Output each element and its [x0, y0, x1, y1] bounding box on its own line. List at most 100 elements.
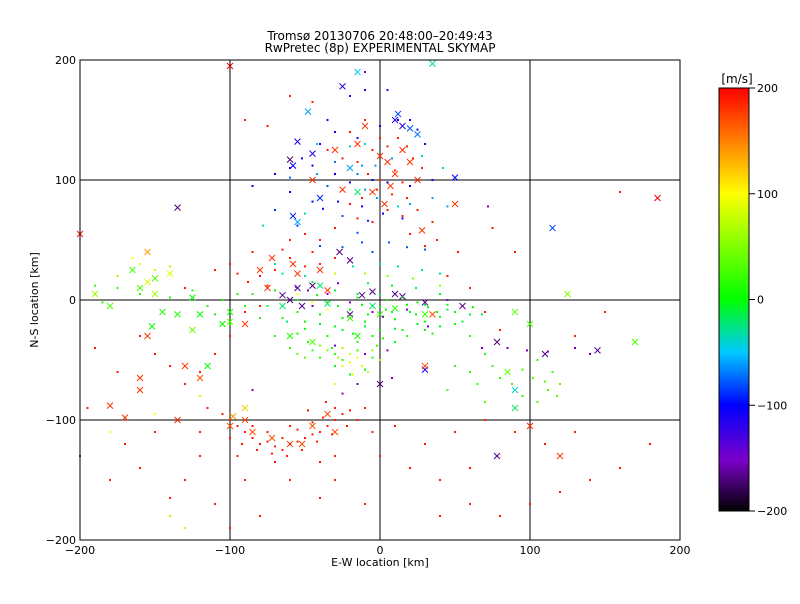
data-point-dot [469, 371, 471, 373]
data-point-dot [529, 503, 531, 505]
data-point-dot [416, 209, 419, 211]
data-point-dot [94, 347, 96, 349]
data-point-dot [281, 272, 284, 275]
data-point-dot [349, 409, 351, 412]
data-point-dot [341, 365, 344, 367]
data-point-dot [469, 287, 471, 289]
data-point-x [241, 404, 249, 412]
data-point-x [421, 311, 429, 318]
data-point-dot [266, 305, 269, 307]
data-point-dot [367, 282, 369, 285]
data-point-x [166, 270, 174, 277]
x-axis: −200 −100 0 100 200 [65, 60, 691, 557]
data-point-dot [526, 349, 528, 352]
data-point-x [174, 204, 181, 211]
data-point-dot [289, 257, 291, 259]
data-point-dot [439, 272, 441, 275]
data-point-dot [289, 239, 291, 241]
data-point-dot [406, 145, 408, 148]
data-point-dot [334, 173, 336, 175]
data-point-x [174, 416, 181, 424]
data-point-dot [386, 89, 389, 91]
data-point-x [387, 182, 394, 190]
data-point-dot [379, 125, 381, 127]
data-point-x [391, 170, 399, 178]
data-point-dot [139, 467, 141, 469]
data-point-x [106, 302, 114, 310]
data-point-dot [311, 349, 314, 352]
data-point-dot [334, 407, 336, 409]
data-point-dot [334, 161, 336, 163]
data-point-x [226, 318, 234, 325]
data-point-dot [397, 265, 399, 268]
data-point-x [511, 404, 519, 412]
data-point-dot [379, 263, 381, 265]
data-point-dot [446, 299, 449, 301]
data-point-dot [536, 401, 539, 403]
data-point-dot [304, 437, 306, 439]
data-point-dot [361, 241, 363, 244]
data-point-x [369, 188, 376, 196]
data-point-dot [304, 265, 306, 268]
data-point-dot [356, 217, 359, 220]
colorbar-tick-label: 0 [757, 294, 764, 307]
colorbar-ticks: 200 100 0 −100 −200 [749, 82, 787, 518]
data-point-dot [454, 323, 456, 325]
data-point-x [136, 374, 144, 382]
data-point-dot [341, 329, 344, 331]
chart-title: Tromsø 20130706 20:48:00–20:49:43 [266, 29, 492, 43]
data-point-dot [436, 311, 438, 313]
data-point-dot [334, 325, 336, 328]
data-point-dot [154, 353, 156, 355]
data-point-x [279, 302, 286, 310]
data-point-dot [547, 350, 549, 353]
data-point-dot [379, 137, 381, 139]
data-point-dot [349, 373, 351, 376]
data-point-dot [307, 409, 309, 412]
data-point-dot [499, 515, 501, 517]
data-point-x [304, 108, 312, 115]
data-point-dot [484, 353, 486, 355]
data-point-dot [364, 188, 366, 191]
data-point-dot [266, 440, 269, 443]
data-point-dot [139, 263, 141, 265]
data-point-dot [281, 437, 284, 439]
data-point-dot [439, 325, 441, 328]
data-point-dot [409, 311, 411, 313]
data-point-dot [184, 383, 186, 385]
data-point-dot [341, 359, 344, 361]
data-point-dot [316, 173, 318, 175]
data-point-dot [356, 356, 359, 359]
data-point-dot [376, 344, 378, 347]
data-point-dot [439, 293, 441, 295]
data-point-dot [367, 219, 369, 222]
data-point-dot [334, 257, 336, 259]
y-axis: −200 −100 0 100 200 [46, 54, 680, 547]
data-point-dot [184, 479, 186, 481]
data-point-x [219, 320, 226, 328]
data-point-dot [229, 437, 231, 439]
data-point-x [268, 254, 276, 262]
data-point-dot [334, 131, 336, 133]
data-point-dot [374, 164, 377, 167]
data-point-dot [446, 275, 449, 277]
data-point-dot [371, 251, 374, 253]
data-point-x [324, 410, 331, 418]
data-point-dot [256, 449, 258, 451]
data-point-dot [409, 233, 411, 235]
data-point-dot [386, 181, 389, 184]
y-axis-label: N-S location [km] [28, 252, 41, 348]
data-point-x [106, 402, 114, 409]
data-point-dot [364, 407, 366, 409]
data-point-dot [326, 185, 329, 187]
data-point-dot [514, 431, 516, 433]
data-point-dot [289, 443, 291, 445]
data-point-dot [487, 205, 489, 208]
data-point-dot [412, 157, 414, 160]
data-point-dot [274, 461, 276, 463]
data-point-x [136, 386, 144, 394]
data-point-x [354, 188, 361, 196]
data-point-dot [311, 164, 314, 167]
data-point-dot [274, 209, 276, 211]
data-point-dot [289, 167, 291, 169]
